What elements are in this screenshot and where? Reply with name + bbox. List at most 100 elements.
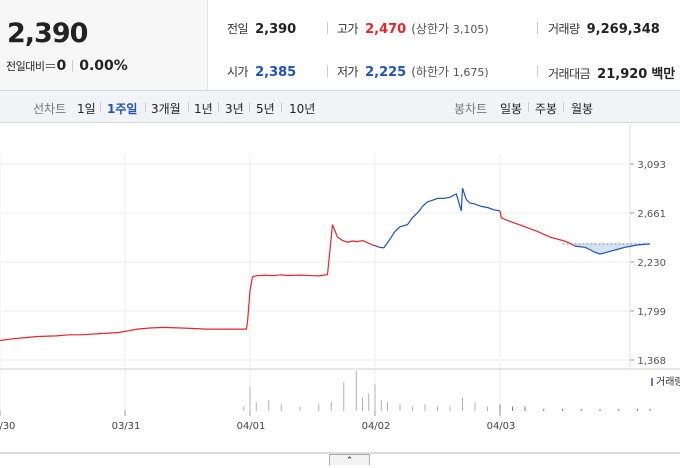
chart-grid [0, 124, 634, 416]
change-row: 전일대비 0 0.00% [6, 58, 128, 74]
volume-bar [399, 404, 401, 411]
volume-bar [330, 402, 332, 411]
low-stat: 저가 2,225 (하한가 1,675) [337, 63, 489, 80]
divider [100, 102, 101, 112]
x-tick-label: 03/31 [112, 421, 141, 432]
prev-close-value: 2,390 [255, 22, 297, 37]
divider [563, 102, 564, 112]
volume-bar [649, 408, 651, 411]
volume-value: 9,269,348 [586, 22, 660, 37]
divider [218, 102, 219, 112]
volume-bar [368, 393, 370, 411]
candle-chart-label: 봉차트 [454, 102, 488, 116]
volume-bar [424, 404, 426, 411]
volume-bar [318, 404, 320, 411]
lower-limit-label: (하한가 [411, 65, 450, 79]
divider [145, 102, 146, 112]
chart-toolbar: 선차트 1일 1주일 3개월 1년 3년 5년 10년 봉차트 일봉 주봉 월봉 [0, 91, 680, 123]
turnover-unit: 백만 [651, 67, 676, 82]
change-percent: 0.00% [79, 58, 128, 74]
upper-limit: (상한가 3,105) [411, 20, 488, 37]
current-price-box: 2,390 전일대비 0 0.00% [0, 0, 208, 90]
open-value: 2,385 [255, 65, 297, 80]
x-tick-label: 04/01 [237, 421, 266, 432]
y-axis-ticks: 3,093 2,661 2,230 1,799 1,368 [637, 160, 666, 367]
period-3m[interactable]: 3개월 [151, 102, 181, 116]
divider [281, 102, 282, 112]
turnover-stat: 거래대금 21,920 백만 [548, 63, 675, 82]
volume-bar [487, 406, 488, 411]
volume-label: 거래량 [548, 22, 580, 36]
divider [327, 22, 328, 34]
period-3y[interactable]: 3년 [225, 102, 244, 116]
price-chart: 3,093 2,661 2,230 1,799 1,368 03/30 03/31 04/0… [0, 124, 680, 468]
volume-bar [580, 408, 582, 411]
price-line [0, 188, 651, 342]
x-tick-label: 03/30 [0, 421, 15, 432]
volume-legend-label: 거래량 [656, 376, 680, 388]
volume-bar [499, 404, 501, 411]
x-tick-label: 04/02 [362, 421, 391, 432]
candle-daily[interactable]: 일봉 [500, 102, 523, 116]
divider [327, 65, 328, 77]
volume-legend-swatch [651, 378, 653, 386]
volume-bar [412, 406, 413, 411]
divider [528, 102, 529, 112]
period-5y[interactable]: 5년 [256, 102, 275, 116]
period-1w[interactable]: 1주일 [107, 102, 138, 116]
collapse-chart-button[interactable]: ⌃ [329, 454, 370, 466]
quote-panel: 2,390 전일대비 0 0.00% 전일 2,390 고가 2,470 (상한… [0, 0, 680, 91]
volume-stat: 거래량 9,269,348 [548, 20, 660, 37]
flat-icon [46, 64, 56, 68]
price-segment [574, 243, 651, 255]
volume-bar [462, 397, 463, 411]
volume-bar [255, 402, 257, 411]
volume-bar [474, 402, 476, 411]
volume-bar [618, 408, 620, 411]
volume-bar [355, 371, 357, 411]
volume-bar [343, 382, 345, 411]
turnover-label: 거래대금 [548, 67, 591, 81]
divider [537, 22, 538, 34]
upper-limit-label: (상한가 [411, 22, 450, 36]
upper-limit-value: 3,105) [452, 23, 489, 36]
y-tick-label: 1,368 [637, 356, 666, 367]
volume-bar [449, 406, 451, 411]
volume-bar [299, 406, 301, 411]
volume-bar [249, 386, 251, 411]
turnover-value: 21,920 [597, 67, 648, 82]
open-label: 시가 [227, 65, 249, 79]
high-label: 고가 [337, 22, 359, 36]
lower-limit-value: 1,675) [452, 66, 489, 79]
candle-weekly[interactable]: 주봉 [535, 102, 558, 116]
prev-close-label: 전일 [227, 22, 249, 36]
volume-bar [543, 408, 545, 411]
period-1d[interactable]: 1일 [77, 102, 96, 116]
volume-bar [243, 406, 245, 411]
high-value: 2,470 [365, 22, 407, 37]
divider [72, 60, 74, 72]
volume-bar [362, 397, 363, 411]
price-segment [374, 188, 501, 249]
price-segment [499, 210, 576, 247]
volume-bar [387, 402, 388, 411]
current-price: 2,390 [7, 18, 88, 49]
candle-monthly[interactable]: 월봉 [571, 102, 594, 116]
volume-bar [374, 384, 376, 411]
volume-bar [437, 406, 438, 411]
period-10y[interactable]: 10년 [289, 102, 316, 116]
high-stat: 고가 2,470 (상한가 3,105) [337, 20, 489, 37]
period-1y[interactable]: 1년 [194, 102, 213, 116]
low-value: 2,225 [365, 65, 407, 80]
divider [188, 102, 189, 112]
y-tick-label: 1,799 [637, 307, 666, 318]
x-axis-ticks: 03/30 03/31 04/01 04/02 04/03 [0, 421, 515, 432]
line-chart-label: 선차트 [33, 102, 67, 116]
price-segment [0, 224, 376, 342]
x-tick-label: 04/03 [487, 421, 516, 432]
divider [537, 65, 538, 77]
volume-bar [512, 406, 513, 411]
volume-bar [380, 399, 382, 411]
volume-bar [280, 404, 282, 411]
y-tick-label: 2,230 [637, 258, 666, 269]
